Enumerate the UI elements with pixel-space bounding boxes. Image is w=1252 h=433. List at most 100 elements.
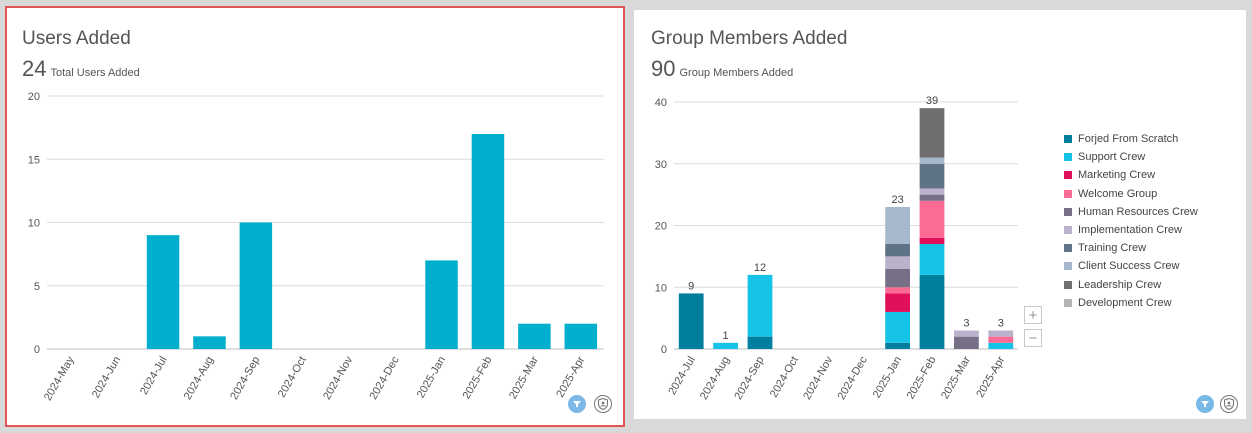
- legend-item[interactable]: Forjed From Scratch: [1064, 130, 1198, 148]
- bar-segment[interactable]: [885, 293, 910, 312]
- bar-segment[interactable]: [954, 336, 979, 349]
- legend-label: Support Crew: [1078, 151, 1146, 164]
- bar-segment[interactable]: [919, 163, 945, 189]
- legend-swatch: [1064, 226, 1072, 235]
- legend-swatch: [1064, 298, 1072, 307]
- legend-swatch: [1064, 207, 1072, 216]
- total-data-label: 12: [754, 262, 766, 274]
- legend-swatch: [1064, 135, 1072, 144]
- legend-swatch: [1064, 280, 1072, 289]
- legend-item[interactable]: Client Success Crew: [1064, 257, 1198, 275]
- y-tick-label: 15: [28, 154, 40, 166]
- bar-segment[interactable]: [919, 108, 945, 158]
- privacy-button[interactable]: [594, 395, 612, 413]
- zoom-out-button[interactable]: −: [1024, 329, 1042, 347]
- bar[interactable]: [564, 323, 598, 349]
- bar[interactable]: [239, 222, 273, 350]
- bar-segment[interactable]: [988, 336, 1014, 343]
- x-tick-label: 2024-Jul: [666, 355, 697, 398]
- legend-label: Training Crew: [1078, 242, 1147, 255]
- y-tick-label: 0: [661, 344, 667, 356]
- group-members-added-chart: 0 10 20 30 40 2024-Jul 2024-Aug 2024-Sep 2024-Oc…: [655, 95, 1018, 402]
- zoom-in-button[interactable]: +: [1024, 306, 1042, 324]
- filter-button[interactable]: [1196, 395, 1214, 413]
- legend-label: Development Crew: [1078, 296, 1172, 309]
- bar[interactable]: [471, 133, 505, 349]
- total-data-label: 3: [963, 317, 969, 329]
- bar-segment[interactable]: [885, 256, 910, 269]
- x-tick-label: 2025-Jan: [415, 355, 448, 401]
- y-tick-label: 20: [28, 91, 40, 103]
- users-added-chart: 0 5 10 15 20 2024-May 2024-Jun 2024-Jul 2024-Aug…: [28, 91, 604, 403]
- bar-segment[interactable]: [919, 237, 945, 245]
- group-members-added-panel: Group Members Added 90 Group Members Adde…: [634, 10, 1246, 419]
- bar[interactable]: [518, 323, 551, 349]
- legend-item[interactable]: Human Resources Crew: [1064, 203, 1198, 221]
- bar-segment[interactable]: [885, 268, 910, 288]
- bar-segment[interactable]: [919, 200, 945, 238]
- bar-segment[interactable]: [885, 342, 910, 349]
- legend-item[interactable]: Development Crew: [1064, 294, 1198, 312]
- legend-swatch: [1064, 171, 1072, 180]
- x-tick-label: 2025-Mar: [939, 354, 973, 401]
- x-tick-label: 2024-Nov: [321, 354, 355, 402]
- legend-label: Marketing Crew: [1078, 169, 1156, 182]
- legend-item[interactable]: Implementation Crew: [1064, 221, 1198, 239]
- y-tick-label: 10: [655, 282, 667, 294]
- y-tick-label: 5: [34, 281, 40, 293]
- total-data-label: 39: [926, 95, 938, 107]
- y-tick-label: 40: [655, 97, 667, 109]
- legend-swatch: [1064, 244, 1072, 253]
- total-summary: 24 Total Users Added: [22, 56, 140, 82]
- bar-segment[interactable]: [885, 311, 910, 343]
- legend-label: Welcome Group: [1078, 187, 1158, 200]
- legend-item[interactable]: Welcome Group: [1064, 185, 1198, 203]
- x-tick-label: 2024-Oct: [768, 355, 801, 400]
- privacy-button[interactable]: [1220, 395, 1238, 413]
- legend-item[interactable]: Marketing Crew: [1064, 166, 1198, 184]
- filter-button[interactable]: [568, 395, 586, 413]
- bar[interactable]: [146, 235, 180, 349]
- x-tick-label: 2025-Apr: [554, 354, 587, 399]
- x-tick-label: 2025-Feb: [461, 355, 495, 402]
- bar-segment[interactable]: [747, 336, 773, 349]
- bar-segment[interactable]: [919, 157, 945, 164]
- x-tick-label: 2024-Aug: [698, 355, 732, 402]
- bar-segment[interactable]: [885, 287, 910, 294]
- legend-label: Client Success Crew: [1078, 260, 1180, 273]
- total-data-label: 9: [688, 280, 694, 292]
- bar[interactable]: [193, 336, 226, 349]
- legend-label: Forjed From Scratch: [1078, 133, 1179, 146]
- chart-legend: Forjed From Scratch Support Crew Marketing…: [1064, 130, 1198, 312]
- bar[interactable]: [425, 260, 458, 349]
- filter-icon: [1201, 401, 1209, 408]
- x-tick-label: 2025-Apr: [974, 354, 1007, 399]
- legend-item[interactable]: Training Crew: [1064, 239, 1198, 257]
- bar-segment[interactable]: [885, 206, 910, 245]
- bar-segment[interactable]: [919, 194, 945, 201]
- bar-segment[interactable]: [919, 274, 945, 349]
- bar-segment[interactable]: [747, 274, 773, 337]
- y-tick-label: 10: [28, 218, 40, 230]
- shield-user-icon: [1223, 397, 1235, 411]
- bar-segment[interactable]: [919, 188, 945, 195]
- x-tick-label: 2024-Dec: [367, 354, 401, 402]
- bar-segment[interactable]: [885, 244, 910, 257]
- bar-segment[interactable]: [713, 342, 738, 349]
- bar-segment[interactable]: [954, 330, 979, 337]
- x-tick-label: 2024-Sep: [732, 355, 766, 402]
- y-tick-label: 30: [655, 159, 667, 171]
- bar-segment[interactable]: [988, 342, 1014, 349]
- legend-item[interactable]: Support Crew: [1064, 148, 1198, 166]
- x-tick-label: 2024-Jun: [90, 355, 123, 401]
- total-value: 90: [651, 56, 676, 81]
- legend-item[interactable]: Leadership Crew: [1064, 276, 1198, 294]
- shield-user-icon: [597, 397, 609, 411]
- legend-label: Leadership Crew: [1078, 278, 1162, 291]
- bar-segment[interactable]: [919, 244, 945, 275]
- bar-segment[interactable]: [988, 330, 1014, 337]
- legend-label: Human Resources Crew: [1078, 205, 1198, 218]
- bar-segment[interactable]: [678, 293, 704, 349]
- y-tick-label: 0: [34, 344, 40, 356]
- filter-icon: [573, 401, 581, 408]
